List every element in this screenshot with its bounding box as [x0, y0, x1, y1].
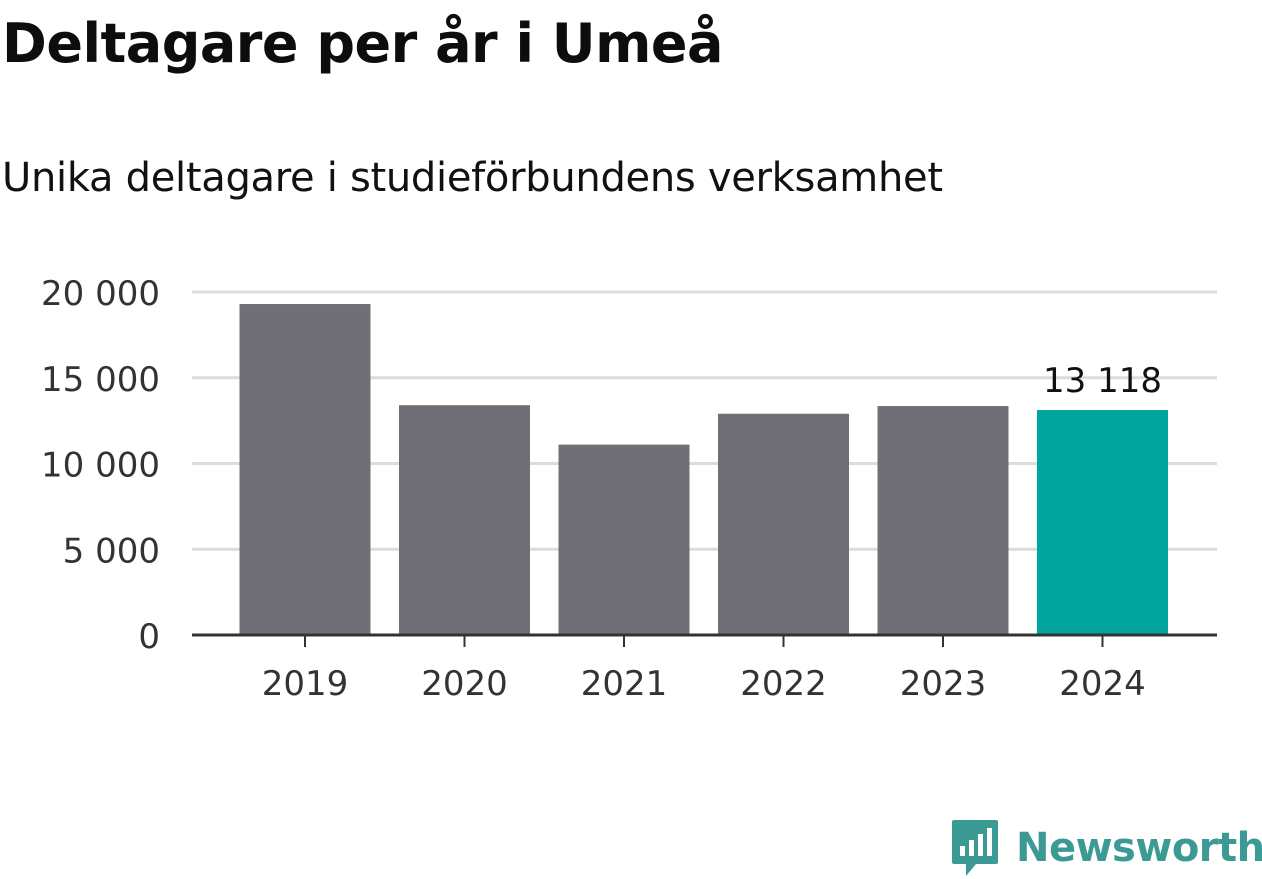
bar-2022	[718, 413, 849, 635]
bar-2024	[1037, 410, 1168, 635]
bar-2020	[399, 405, 530, 635]
axes	[192, 633, 1217, 647]
bar-2019	[239, 304, 371, 635]
x-tick-label: 2024	[1059, 664, 1146, 704]
y-tick-label: 20 000	[41, 274, 160, 314]
x-tick-label: 2019	[262, 664, 349, 704]
brand-name: Newsworthy	[1016, 825, 1262, 871]
bar-2021	[558, 444, 690, 635]
y-tick-label: 15 000	[41, 360, 160, 400]
bar-2023	[877, 406, 1009, 635]
y-tick-label: 5 000	[63, 531, 160, 571]
y-tick-label: 0	[138, 617, 160, 657]
x-tick-label: 2020	[421, 664, 508, 704]
x-tick-label: 2022	[740, 664, 827, 704]
chart-title: Deltagare per år i Umeå	[2, 12, 723, 75]
x-tick-label: 2021	[581, 664, 668, 704]
chart-subtitle: Unika deltagare i studieförbundens verks…	[2, 155, 943, 201]
labels: 0 5 000 10 000 15 000 20 000 2019 2020 2021 2022…	[41, 274, 1162, 704]
data-label-2024: 13 118	[1043, 361, 1162, 401]
x-tick-label: 2023	[900, 664, 987, 704]
y-tick-label: 10 000	[41, 446, 160, 486]
newsworthy-logo[interactable]: Newsworthy	[950, 818, 1262, 878]
newsworthy-logo-icon	[952, 820, 998, 876]
bars	[239, 304, 1168, 635]
